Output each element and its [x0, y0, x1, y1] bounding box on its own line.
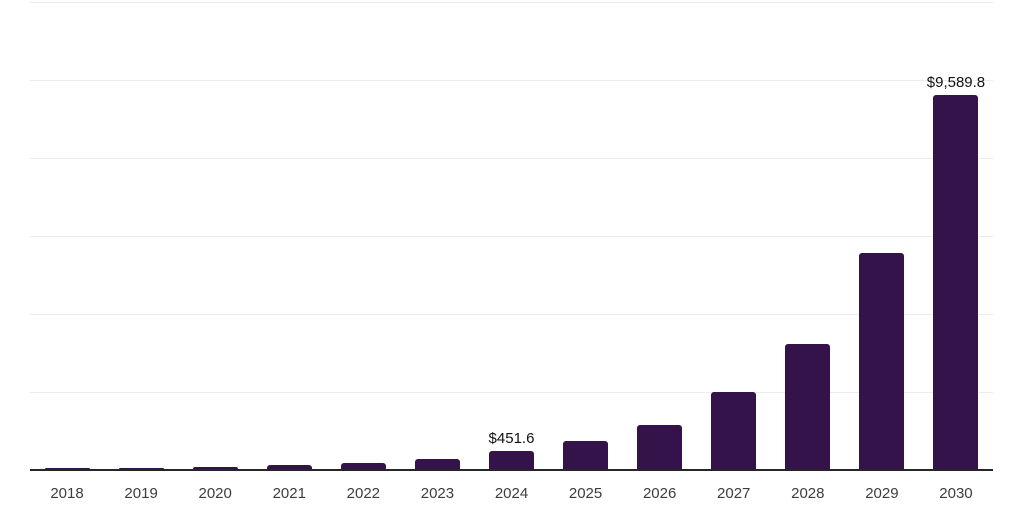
x-tick-label-2018: 2018	[50, 485, 84, 502]
bar-2027	[711, 391, 757, 469]
bar-value-label-2030: $9,589.8	[926, 74, 986, 91]
bar-2026	[637, 424, 683, 469]
gridline	[30, 236, 993, 237]
x-tick-label-2020: 2020	[198, 485, 232, 502]
bar-2020	[192, 466, 238, 469]
x-tick-label-2025: 2025	[568, 485, 603, 502]
bar-2018	[44, 468, 90, 469]
bar-2028	[785, 343, 831, 469]
x-tick-label-2028: 2028	[791, 485, 825, 502]
x-tick-label-2030: 2030	[939, 485, 973, 502]
gridline	[30, 80, 993, 81]
gridline	[30, 392, 993, 393]
gridline	[30, 2, 993, 3]
x-tick-label-2029: 2029	[865, 485, 899, 502]
x-tick-label-2019: 2019	[124, 485, 158, 502]
bar-2019	[118, 467, 164, 469]
x-tick-label-2026: 2026	[642, 485, 677, 502]
gridline	[30, 158, 993, 159]
x-tick-label-2023: 2023	[420, 485, 455, 502]
x-axis-line	[30, 469, 993, 471]
bar-value-label-2024: $451.6	[488, 430, 535, 448]
x-tick-label-2021: 2021	[272, 485, 306, 502]
bar-2021	[266, 465, 312, 469]
x-tick-label-2022: 2022	[346, 485, 381, 502]
bar-2024	[489, 451, 534, 469]
bar-2030	[933, 94, 979, 469]
bar-2029	[859, 253, 905, 469]
bar-2025	[563, 440, 609, 469]
bar-2023	[414, 459, 460, 469]
x-tick-label-2027: 2027	[717, 485, 751, 502]
bar-2022	[340, 462, 386, 469]
x-tick-label-2024: 2024	[494, 485, 529, 502]
gridline	[30, 314, 993, 315]
